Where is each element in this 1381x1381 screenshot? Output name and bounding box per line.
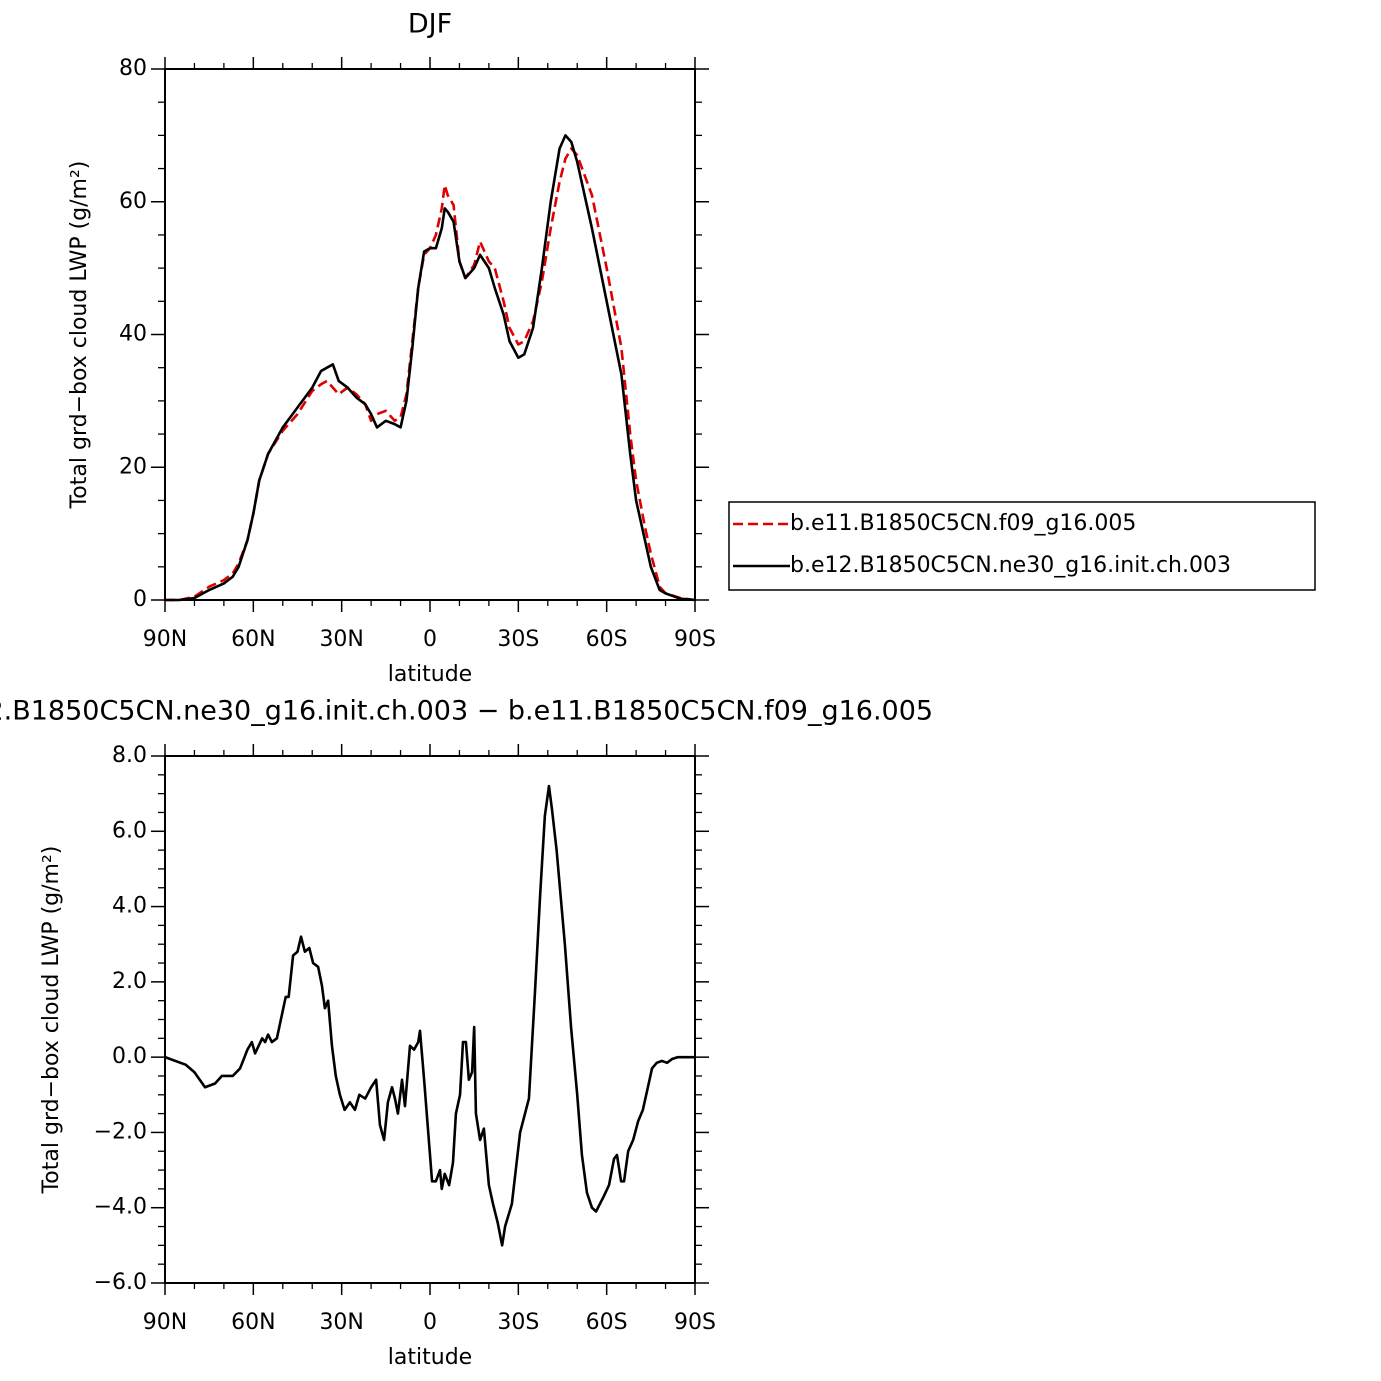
- x-tick-label: 90S: [674, 627, 716, 652]
- y-tick-label: 6.0: [112, 818, 147, 843]
- x-tick-label: 60N: [231, 627, 275, 652]
- x-tick-label: 60S: [586, 627, 628, 652]
- data-line: [164, 784, 695, 1247]
- y-tick-label: 4.0: [112, 894, 147, 919]
- x-tick-label: 60N: [231, 1310, 275, 1335]
- x-tick-label: 30S: [497, 627, 539, 652]
- y-tick-label: 8.0: [112, 743, 147, 768]
- x-axis-label: latitude: [388, 1345, 472, 1370]
- x-tick-label: 90S: [674, 1310, 716, 1335]
- x-tick-label: 0: [423, 627, 437, 652]
- x-tick-label: 90N: [143, 627, 187, 652]
- chart-title: DJF: [408, 9, 452, 40]
- data-line: [165, 147, 696, 602]
- x-tick-label: 30N: [319, 1310, 363, 1335]
- y-tick-label: −2.0: [94, 1119, 147, 1144]
- x-tick-label: 30N: [319, 627, 363, 652]
- y-tick-label: 80: [119, 56, 147, 81]
- legend-box: [728, 501, 1316, 591]
- data-line: [165, 134, 696, 602]
- x-tick-label: 60S: [586, 1310, 628, 1335]
- plot-frame: [164, 68, 696, 601]
- x-tick-label: 90N: [143, 1310, 187, 1335]
- x-tick-label: 0: [423, 1310, 437, 1335]
- y-tick-label: 0.0: [112, 1044, 147, 1069]
- legend-label: b.e11.B1850C5CN.f09_g16.005: [790, 511, 1136, 536]
- y-axis-label: Total grd−box cloud LWP (g/m²): [67, 161, 92, 510]
- chart-title: b.e12.B1850C5CN.ne30_g16.init.ch.003 − b…: [0, 696, 933, 727]
- y-tick-label: 0: [133, 587, 147, 612]
- y-tick-label: 40: [119, 322, 147, 347]
- y-axis-label: Total grd−box cloud LWP (g/m²): [39, 846, 64, 1195]
- legend-label: b.e12.B1850C5CN.ne30_g16.init.ch.003: [790, 553, 1231, 578]
- y-tick-label: 2.0: [112, 969, 147, 994]
- y-tick-label: −4.0: [94, 1195, 147, 1220]
- y-tick-label: −6.0: [94, 1270, 147, 1295]
- y-tick-label: 20: [119, 454, 147, 479]
- x-axis-label: latitude: [388, 662, 472, 687]
- x-tick-label: 30S: [497, 1310, 539, 1335]
- y-tick-label: 60: [119, 189, 147, 214]
- plot-frame: [164, 755, 696, 1284]
